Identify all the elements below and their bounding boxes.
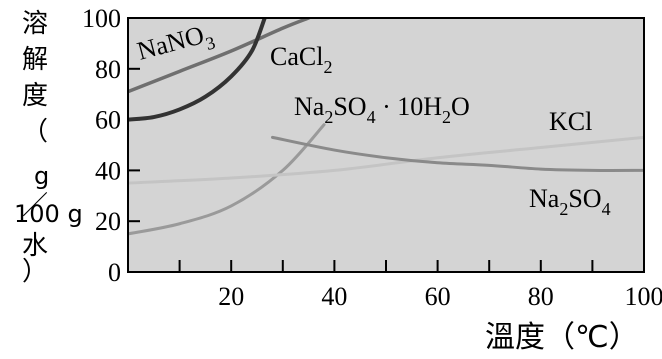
x-tick-label: 60 [425,282,451,311]
solubility-curves [128,18,644,236]
series-label-na2so4-10h2o: Na2SO4 · 10H2O [294,92,470,127]
series-label-kcl: KCl [549,107,592,136]
curve-na2so4 [270,135,644,172]
y-tick-label: 60 [95,106,121,135]
plot-frame [127,17,645,273]
curve-nano3 [128,18,311,94]
y-axis-tick-labels: 0 20 40 60 80 100 [82,4,121,287]
series-label-cacl2: CaCl2 [270,42,332,77]
x-axis-label: 溫度（℃） [485,320,639,355]
curve-cacl2 [128,18,267,122]
y-tick-label: 80 [95,55,121,84]
curve-kcl [128,135,644,185]
y-axis-label: 溶解度（ g ／100 g 水） [14,9,83,287]
x-tick-label: 80 [528,282,554,311]
x-axis-tick-labels: 20 40 60 80 100 [218,282,662,311]
x-tick-label: 20 [218,282,244,311]
x-tick-label: 40 [321,282,347,311]
y-tick-label: 40 [95,156,121,185]
y-tick-label: 0 [108,258,121,287]
y-tick-label: 100 [82,4,121,33]
curve-na2so4-10h2o [128,123,326,236]
axis-ticks [128,67,594,272]
x-tick-label: 100 [625,282,662,311]
series-label-na2so4: Na2SO4 [529,184,611,219]
y-tick-label: 20 [95,207,121,236]
